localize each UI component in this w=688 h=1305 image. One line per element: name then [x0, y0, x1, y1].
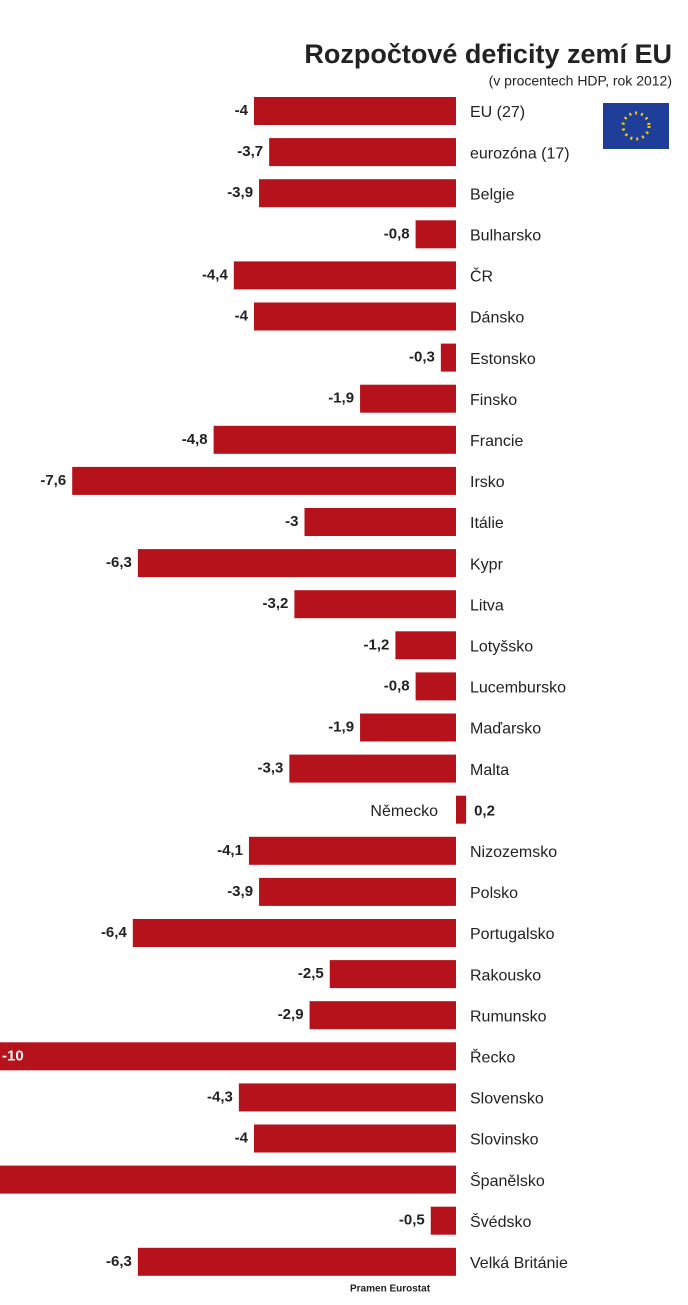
- category-label: EU (27): [470, 104, 525, 121]
- bar: [456, 795, 467, 824]
- bar: [137, 1247, 456, 1276]
- bar: [0, 1042, 456, 1071]
- bar: [254, 97, 456, 125]
- value-label: -3,9: [227, 184, 253, 201]
- value-label: 0,2: [474, 803, 495, 820]
- bar: [259, 877, 456, 906]
- bar: [360, 384, 456, 413]
- value-label: -0,3: [409, 349, 435, 366]
- category-label: Dánsko: [470, 310, 524, 327]
- category-label: Slovinsko: [470, 1132, 539, 1149]
- bar: [289, 754, 456, 783]
- category-label: Bulharsko: [470, 228, 541, 245]
- value-label: -1,2: [364, 636, 390, 653]
- category-label: Francie: [470, 433, 523, 450]
- value-label: -4,4: [202, 266, 229, 283]
- category-label: Rakousko: [470, 967, 541, 984]
- category-label: Belgie: [470, 186, 515, 203]
- bar: [254, 1124, 456, 1153]
- value-label: -0,5: [399, 1212, 425, 1229]
- eu-flag: [603, 103, 669, 149]
- category-label: Kypr: [470, 556, 504, 573]
- bar: [329, 960, 456, 989]
- bar: [415, 220, 456, 249]
- category-label: Polsko: [470, 885, 518, 902]
- value-label: -3,9: [227, 883, 253, 900]
- category-label: Estonsko: [470, 351, 536, 368]
- bar: [238, 1083, 456, 1112]
- bar: [137, 549, 456, 578]
- category-label: Rumunsko: [470, 1008, 547, 1025]
- bar: [254, 302, 456, 331]
- bar: [395, 631, 456, 660]
- chart-subtitle: (v procentech HDP, rok 2012): [489, 73, 672, 89]
- bar: [415, 672, 456, 701]
- value-label: -6,3: [106, 1253, 132, 1270]
- category-label: Velká Británie: [470, 1255, 568, 1272]
- category-label: Litva: [470, 597, 504, 614]
- chart-title: Rozpočtové deficity zemí EU: [304, 39, 672, 69]
- bar: [304, 508, 456, 536]
- bar: [213, 425, 456, 454]
- category-label: Lotyšsko: [470, 639, 533, 656]
- value-label: -4,1: [217, 842, 243, 859]
- category-label: Nizozemsko: [470, 844, 557, 861]
- bar: [309, 1001, 456, 1030]
- category-label: Španělsko: [470, 1171, 545, 1190]
- value-label: -4,3: [207, 1088, 233, 1105]
- value-label: -0,8: [384, 225, 410, 242]
- bar: [294, 590, 456, 619]
- value-label: -4: [235, 307, 249, 324]
- bar: [233, 261, 456, 290]
- value-label: -1,9: [328, 718, 354, 735]
- value-label: -4: [235, 102, 249, 119]
- source: Pramen Eurostat: [350, 1284, 431, 1295]
- bar: [360, 713, 456, 742]
- value-label: -7,6: [40, 472, 66, 489]
- value-label: -6,4: [101, 924, 128, 941]
- category-label: Maďarsko: [470, 721, 541, 738]
- category-label: Německo: [370, 803, 438, 820]
- category-label: Švédsko: [470, 1212, 531, 1231]
- value-label: -10: [2, 1047, 24, 1064]
- value-label: -3,3: [257, 760, 283, 777]
- category-label: Finsko: [470, 392, 517, 409]
- category-label: Slovensko: [470, 1091, 544, 1108]
- bar: [269, 138, 456, 167]
- category-label: Malta: [470, 762, 509, 779]
- value-label: -3: [285, 513, 298, 530]
- value-label: -1,9: [328, 390, 354, 407]
- eu-stars: [621, 111, 651, 141]
- bar: [132, 919, 457, 947]
- value-label: -4,8: [182, 431, 208, 448]
- category-label: Lucembursko: [470, 680, 566, 697]
- bar: [0, 1165, 456, 1194]
- bar: [72, 466, 456, 495]
- value-label: -0,8: [384, 677, 410, 694]
- value-label: -6,3: [106, 554, 132, 571]
- bar: [248, 836, 456, 865]
- category-label: eurozóna (17): [470, 145, 570, 162]
- category-label: Řecko: [470, 1048, 515, 1067]
- bar: [259, 179, 456, 208]
- bar: [430, 1206, 456, 1235]
- category-label: Portugalsko: [470, 926, 555, 943]
- value-label: -2,5: [298, 965, 324, 982]
- category-label: ČR: [470, 267, 493, 286]
- value-label: -2,9: [278, 1006, 304, 1023]
- value-label: -3,7: [237, 143, 263, 160]
- category-label: Itálie: [470, 515, 504, 532]
- value-label: -3,2: [263, 595, 289, 612]
- category-label: Irsko: [470, 474, 505, 491]
- value-label: -4: [235, 1129, 249, 1146]
- bar: [440, 343, 456, 372]
